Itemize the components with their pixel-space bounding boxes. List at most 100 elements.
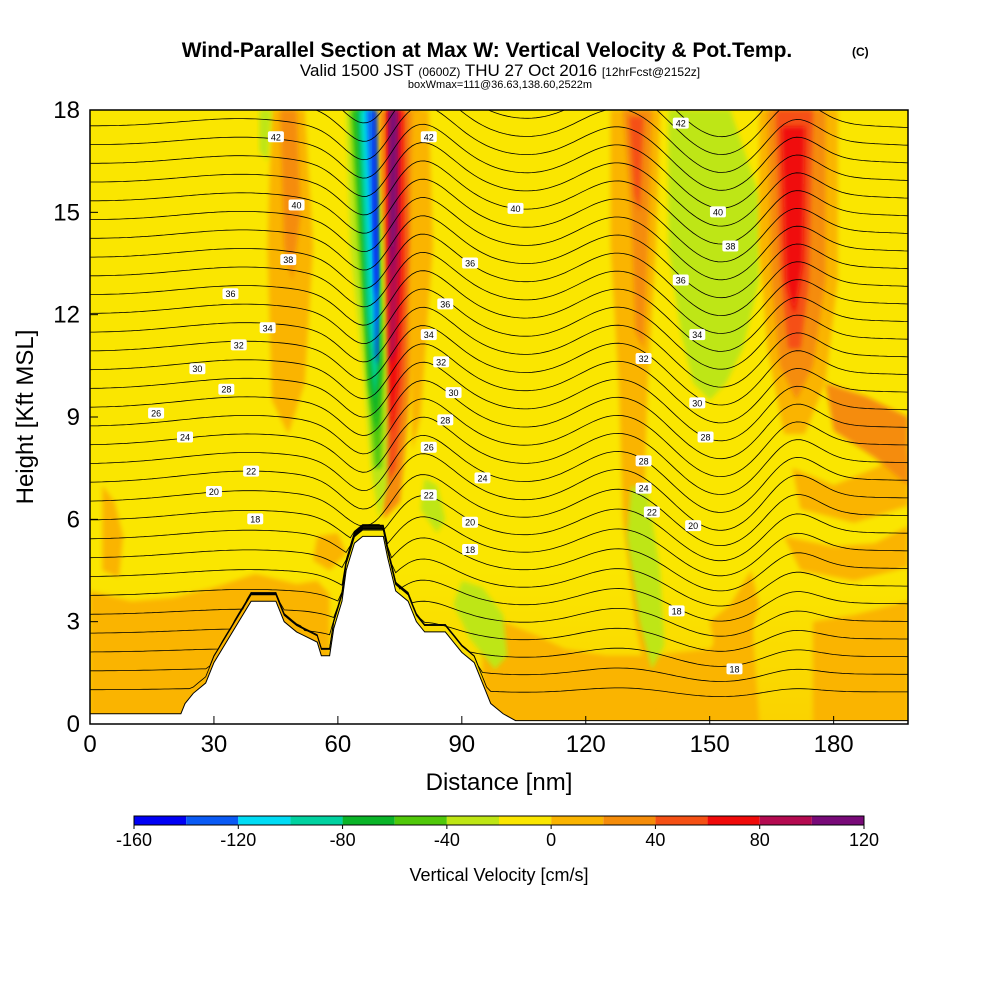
theta-label-bg-18 — [433, 356, 450, 368]
theta-label-31: 32 — [635, 353, 652, 365]
theta-label-bg-33 — [697, 431, 714, 443]
velocity-region-34 — [825, 382, 908, 486]
theta-label-bg-36 — [643, 506, 660, 518]
x-tick-label-3: 90 — [448, 731, 475, 758]
theta-label-bg-2 — [280, 254, 297, 266]
y-tick-label-4: 12 — [53, 302, 80, 329]
theta-label-text-4: 34 — [263, 323, 273, 333]
theta-label-37: 20 — [685, 520, 702, 532]
x-tick-label-4: 120 — [566, 731, 606, 758]
subtitle-valid: Valid 1500 JST — [300, 61, 414, 80]
colorbar-bin-2 — [238, 816, 291, 825]
theta-label-bg-19 — [445, 387, 462, 399]
colorbar-tick-label-7: 120 — [849, 830, 879, 850]
theta-label-text-10: 22 — [246, 467, 256, 477]
velocity-region-25 — [610, 110, 661, 707]
theta-label-20: 28 — [437, 414, 454, 426]
theta-label-text-21: 26 — [424, 443, 434, 453]
y-tick-label-2: 6 — [67, 506, 80, 533]
theta-label-text-27: 40 — [713, 207, 723, 217]
theta-label-15: 36 — [462, 257, 479, 269]
theta-label-text-28: 38 — [725, 241, 735, 251]
colorbar-bin-0 — [134, 816, 187, 825]
theta-label-bg-29 — [672, 274, 689, 286]
isentrope-24 — [90, 215, 908, 299]
colorbar-bin-10 — [655, 816, 708, 825]
theta-label-23: 22 — [420, 489, 437, 501]
isentrope-23 — [90, 233, 908, 317]
theta-label-10: 22 — [243, 465, 260, 477]
theta-label-text-18: 32 — [436, 357, 446, 367]
contour-labels: 42 40 38 36 34 32 30 28 26 24 22 20 18 42 40 36 36 34 32 30… — [148, 117, 743, 675]
theta-label-text-2: 38 — [283, 255, 293, 265]
theta-label-bg-35 — [635, 482, 652, 494]
y-axis-label: Height [Kft MSL] — [12, 330, 39, 505]
velocity-region-24 — [259, 110, 272, 162]
theta-label-text-16: 36 — [440, 299, 450, 309]
colorbar-bin-9 — [603, 816, 656, 825]
velocity-region-35 — [709, 570, 760, 663]
velocity-region-1 — [482, 604, 760, 724]
isentrope-11 — [90, 453, 908, 531]
isentrope-31 — [314, 110, 908, 173]
theta-label-1: 40 — [288, 199, 305, 211]
velocity-region-3 — [784, 526, 908, 581]
y-tick-label-6: 18 — [53, 97, 80, 124]
colorbar-bin-4 — [342, 816, 395, 825]
isentrope-16 — [90, 361, 908, 442]
y-axis: 0 3 6 9 12 15 18 — [53, 97, 98, 738]
colorbar — [133, 815, 865, 826]
colorbar-bin-5 — [394, 816, 447, 825]
theta-label-text-19: 30 — [449, 388, 459, 398]
theta-label-24: 20 — [462, 516, 479, 528]
x-axis-label: Distance [nm] — [426, 769, 573, 796]
theta-label-16: 36 — [437, 298, 454, 310]
velocity-region-2 — [812, 601, 908, 724]
theta-label-bg-10 — [243, 465, 260, 477]
theta-label-bg-30 — [689, 329, 706, 341]
theta-label-bg-31 — [635, 353, 652, 365]
isentrope-7 — [90, 525, 908, 592]
x-tick-label-2: 60 — [325, 731, 352, 758]
theta-label-bg-17 — [420, 329, 437, 341]
theta-label-text-1: 40 — [292, 201, 302, 211]
theta-label-bg-34 — [635, 455, 652, 467]
theta-label-7: 28 — [218, 383, 235, 395]
theta-label-27: 40 — [709, 206, 726, 218]
theta-label-text-30: 34 — [692, 330, 702, 340]
theta-label-5: 32 — [230, 339, 247, 351]
theta-label-text-36: 22 — [647, 508, 657, 518]
velocity-region-7 — [267, 110, 314, 435]
theta-label-text-33: 28 — [701, 432, 711, 442]
isentrope-14 — [90, 398, 908, 478]
theta-label-text-32: 30 — [692, 398, 702, 408]
terrain — [90, 535, 908, 724]
theta-label-text-7: 28 — [221, 385, 231, 395]
colorbar-bin-12 — [759, 816, 812, 825]
colorbar-bin-1 — [186, 816, 239, 825]
theta-label-text-29: 36 — [676, 276, 686, 286]
theta-label-21: 26 — [420, 441, 437, 453]
theta-label-bg-25 — [462, 544, 479, 556]
x-tick-label-6: 180 — [814, 731, 854, 758]
theta-label-text-24: 20 — [465, 518, 475, 528]
velocity-region-27 — [629, 116, 644, 213]
theta-label-bg-6 — [189, 363, 206, 375]
theta-label-25: 18 — [462, 544, 479, 556]
theta-label-text-34: 28 — [639, 456, 649, 466]
colorbar-frame — [133, 815, 865, 826]
theta-label-6: 30 — [189, 363, 206, 375]
theta-label-text-15: 36 — [465, 259, 475, 269]
velocity-region-10 — [408, 110, 433, 452]
isentrope-2 — [90, 528, 908, 667]
chart-title: Wind-Parallel Section at Max W: Vertical… — [182, 39, 793, 62]
colorbar-bin-13 — [811, 816, 864, 825]
x-tick-label-0: 0 — [83, 731, 96, 758]
isentrope-30 — [90, 110, 908, 191]
theta-label-text-14: 40 — [511, 204, 521, 214]
isentrope-21 — [90, 270, 908, 352]
chart-subtitle: Valid 1500 JST (0600Z) THU 27 Oct 2016 [… — [300, 61, 700, 80]
isentrope-20 — [90, 288, 908, 370]
theta-label-bg-12 — [247, 513, 264, 525]
theta-label-30: 34 — [689, 329, 706, 341]
